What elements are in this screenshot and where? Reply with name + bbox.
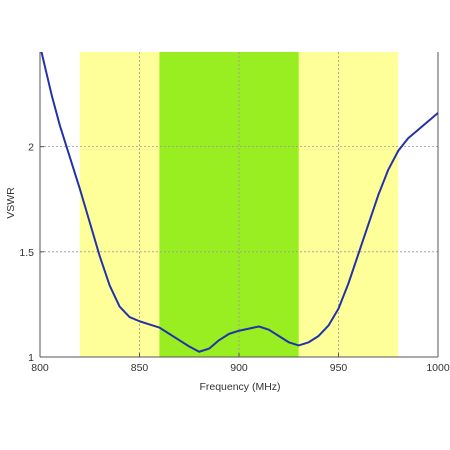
- x-tick-label-3: 950: [330, 362, 348, 374]
- x-axis-label: Frequency (MHz): [199, 381, 280, 393]
- y-tick-label-0: 1: [28, 352, 34, 364]
- x-tick-label-4: 1000: [426, 362, 450, 374]
- frequency-band-2: [159, 52, 299, 357]
- series-line-1: [40, 52, 438, 353]
- x-tick-label-2: 900: [230, 362, 248, 374]
- y-tick-label-1: 1.5: [19, 247, 34, 259]
- plot-area: [39, 52, 439, 358]
- y-tick-label-2: 2: [28, 142, 34, 154]
- x-tick-label-0: 800: [31, 362, 49, 374]
- tick-labels: 800 850 900 950 1000 1 1.5 2: [19, 142, 449, 374]
- y-axis-label: VSWR: [5, 187, 17, 219]
- x-tick-label-1: 850: [131, 362, 149, 374]
